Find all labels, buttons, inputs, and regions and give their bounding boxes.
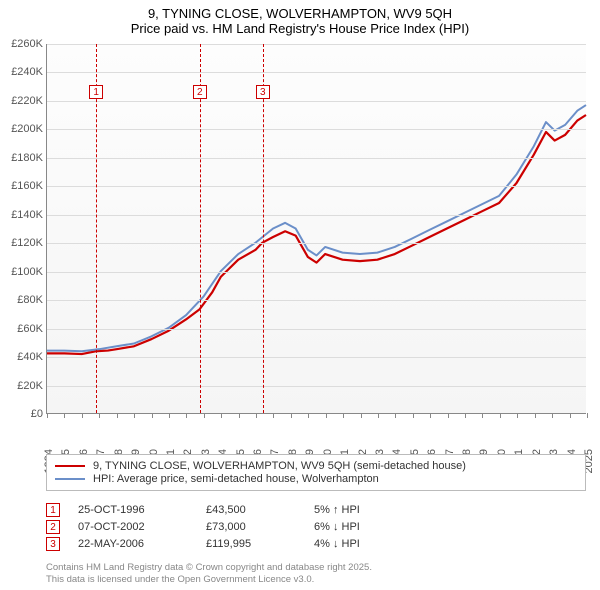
footer: Contains HM Land Registry data © Crown c… [46, 562, 372, 586]
x-tick [221, 413, 222, 418]
y-gridline [47, 243, 586, 244]
x-tick [99, 413, 100, 418]
x-tick [448, 413, 449, 418]
marker-box: 3 [256, 85, 270, 99]
x-tick [82, 413, 83, 418]
footer-line2: This data is licensed under the Open Gov… [46, 574, 372, 586]
row-hpi: 4% ↓ HPI [314, 538, 414, 550]
table-row: 1 25-OCT-1996 £43,500 5% ↑ HPI [46, 503, 586, 517]
marker-box: 1 [89, 85, 103, 99]
y-axis-label: £40K [17, 351, 43, 363]
title-line1: 9, TYNING CLOSE, WOLVERHAMPTON, WV9 5QH [0, 6, 600, 21]
x-tick [326, 413, 327, 418]
y-gridline [47, 72, 586, 73]
y-gridline [47, 129, 586, 130]
x-tick [378, 413, 379, 418]
row-marker: 1 [46, 503, 60, 517]
y-gridline [47, 215, 586, 216]
x-tick [134, 413, 135, 418]
row-date: 25-OCT-1996 [78, 504, 188, 516]
footer-line1: Contains HM Land Registry data © Crown c… [46, 562, 372, 574]
x-tick [291, 413, 292, 418]
legend-swatch [55, 478, 85, 481]
x-tick [273, 413, 274, 418]
y-axis-label: £80K [17, 294, 43, 306]
y-gridline [47, 44, 586, 45]
y-gridline [47, 186, 586, 187]
y-axis-label: £100K [11, 266, 43, 278]
y-axis-label: £160K [11, 180, 43, 192]
y-axis-label: £0 [31, 408, 43, 420]
title-block: 9, TYNING CLOSE, WOLVERHAMPTON, WV9 5QH … [0, 0, 600, 38]
legend-label: HPI: Average price, semi-detached house,… [93, 473, 379, 485]
x-tick [47, 413, 48, 418]
x-tick [239, 413, 240, 418]
y-gridline [47, 329, 586, 330]
series-line [47, 105, 586, 351]
x-tick [204, 413, 205, 418]
x-tick [343, 413, 344, 418]
legend: 9, TYNING CLOSE, WOLVERHAMPTON, WV9 5QH … [46, 454, 586, 491]
chart-container: 9, TYNING CLOSE, WOLVERHAMPTON, WV9 5QH … [0, 0, 600, 590]
x-tick [169, 413, 170, 418]
x-tick [152, 413, 153, 418]
x-tick [64, 413, 65, 418]
row-date: 22-MAY-2006 [78, 538, 188, 550]
title-line2: Price paid vs. HM Land Registry's House … [0, 21, 600, 36]
x-tick [413, 413, 414, 418]
y-axis-label: £220K [11, 95, 43, 107]
row-price: £119,995 [206, 538, 296, 550]
x-tick [395, 413, 396, 418]
y-axis-label: £20K [17, 380, 43, 392]
x-tick [552, 413, 553, 418]
y-gridline [47, 357, 586, 358]
row-marker: 3 [46, 537, 60, 551]
y-axis-label: £240K [11, 66, 43, 78]
y-axis-label: £60K [17, 323, 43, 335]
x-tick [482, 413, 483, 418]
legend-item: HPI: Average price, semi-detached house,… [55, 473, 577, 485]
table-row: 3 22-MAY-2006 £119,995 4% ↓ HPI [46, 537, 586, 551]
row-hpi: 5% ↑ HPI [314, 504, 414, 516]
x-tick [256, 413, 257, 418]
row-date: 07-OCT-2002 [78, 521, 188, 533]
row-hpi: 6% ↓ HPI [314, 521, 414, 533]
legend-item: 9, TYNING CLOSE, WOLVERHAMPTON, WV9 5QH … [55, 460, 577, 472]
x-tick [465, 413, 466, 418]
datapoints-table: 1 25-OCT-1996 £43,500 5% ↑ HPI 2 07-OCT-… [46, 500, 586, 554]
x-tick [430, 413, 431, 418]
y-axis-label: £140K [11, 209, 43, 221]
legend-label: 9, TYNING CLOSE, WOLVERHAMPTON, WV9 5QH … [93, 460, 466, 472]
y-gridline [47, 272, 586, 273]
x-tick [570, 413, 571, 418]
y-gridline [47, 158, 586, 159]
y-gridline [47, 101, 586, 102]
chart-plot-area: £0£20K£40K£60K£80K£100K£120K£140K£160K£1… [46, 44, 586, 414]
table-row: 2 07-OCT-2002 £73,000 6% ↓ HPI [46, 520, 586, 534]
y-axis-label: £120K [11, 237, 43, 249]
row-price: £43,500 [206, 504, 296, 516]
x-tick [186, 413, 187, 418]
legend-swatch [55, 465, 85, 468]
x-tick [361, 413, 362, 418]
y-gridline [47, 386, 586, 387]
x-tick [535, 413, 536, 418]
x-tick [308, 413, 309, 418]
row-price: £73,000 [206, 521, 296, 533]
y-axis-label: £200K [11, 123, 43, 135]
y-axis-label: £180K [11, 152, 43, 164]
x-tick [117, 413, 118, 418]
y-axis-label: £260K [11, 38, 43, 50]
marker-box: 2 [193, 85, 207, 99]
x-tick [517, 413, 518, 418]
row-marker: 2 [46, 520, 60, 534]
series-line [47, 115, 586, 354]
x-tick [500, 413, 501, 418]
x-tick [587, 413, 588, 418]
y-gridline [47, 300, 586, 301]
